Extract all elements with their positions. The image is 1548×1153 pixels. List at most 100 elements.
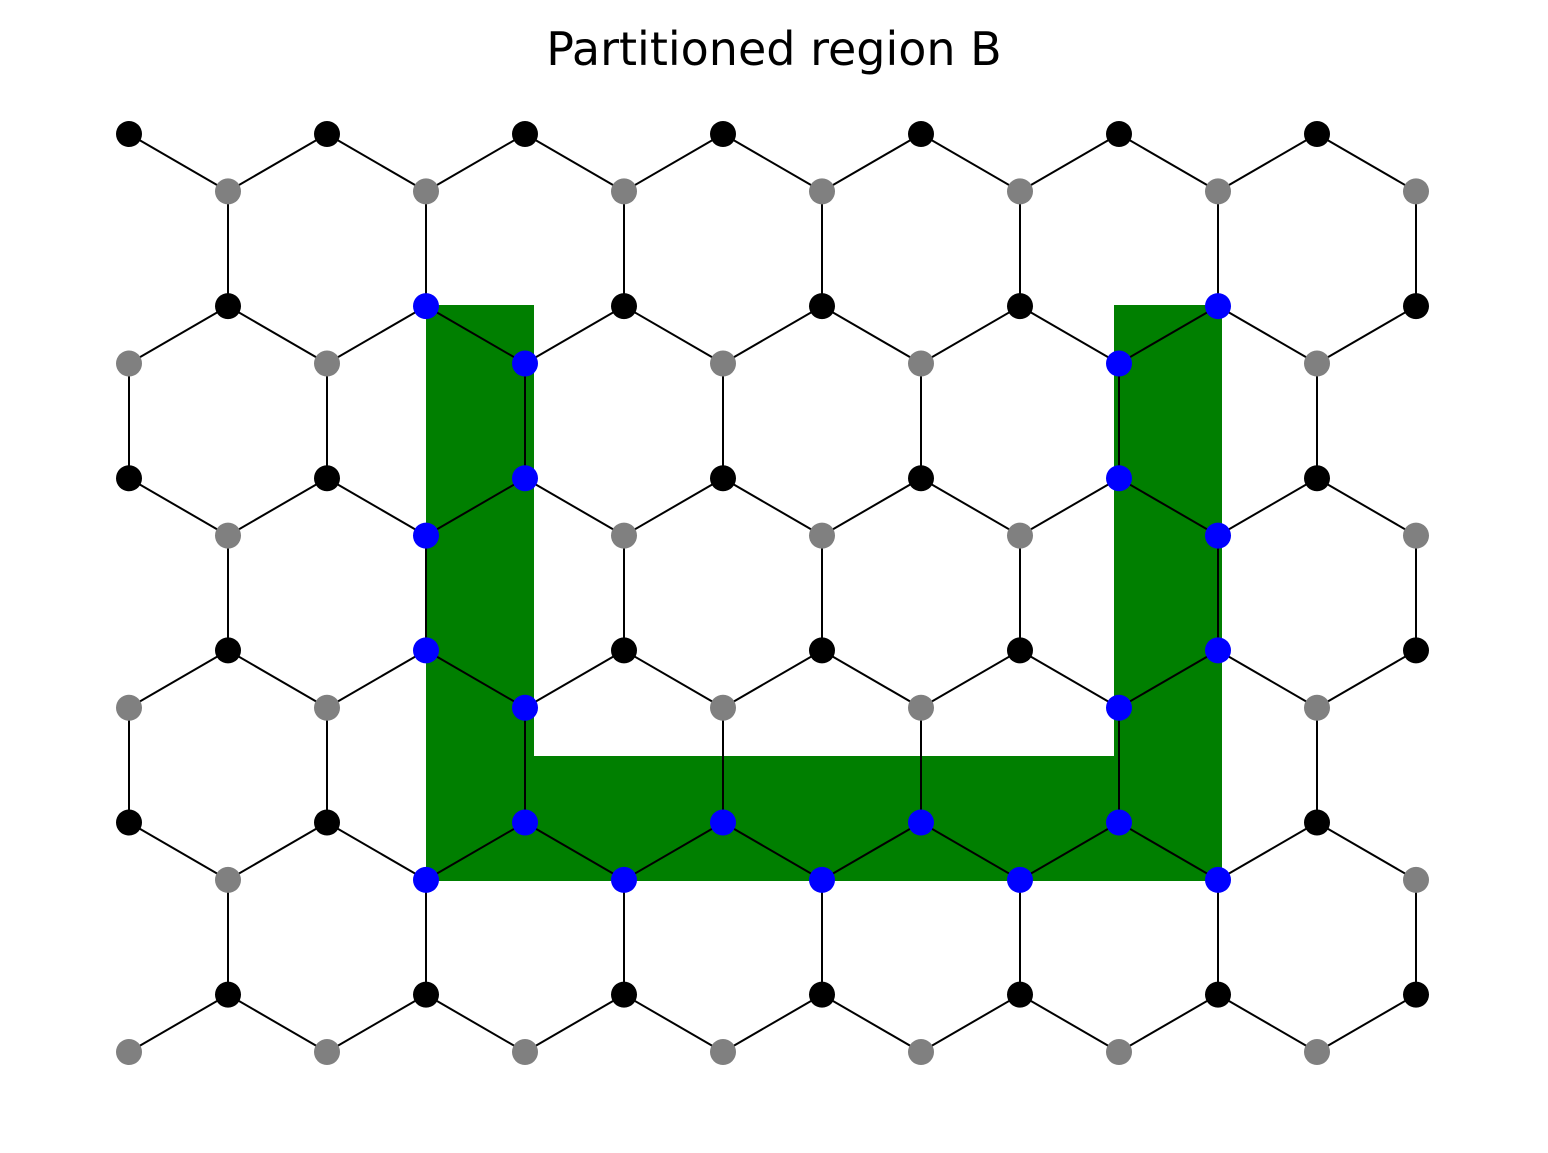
lattice-node-a (1106, 121, 1132, 147)
lattice-node-b (908, 350, 934, 377)
lattice-edge (1217, 477, 1318, 537)
boundary-node (413, 866, 439, 893)
lattice-edge (1019, 133, 1120, 193)
lattice-node-a (1403, 293, 1429, 320)
lattice-node-b (314, 1039, 340, 1065)
boundary-node (512, 809, 538, 836)
boundary-node (512, 465, 538, 492)
lattice-edge (722, 649, 823, 709)
lattice-edge (1316, 477, 1417, 537)
lattice-edge (227, 133, 328, 193)
lattice-edge (1316, 649, 1417, 709)
lattice-edge (821, 993, 922, 1053)
lattice-edge (326, 649, 427, 709)
lattice-node-b (512, 1039, 538, 1065)
lattice-node-b (908, 1039, 934, 1065)
lattice-node-b (1403, 866, 1429, 893)
lattice-edge (623, 649, 724, 709)
lattice-node-a (809, 981, 835, 1008)
lattice-edge (326, 821, 427, 881)
lattice-edge (326, 305, 427, 365)
lattice-edge (128, 133, 229, 193)
lattice-edge (227, 649, 328, 709)
lattice-edge (1118, 133, 1219, 193)
lattice-edge (326, 477, 427, 537)
lattice-node-b (314, 350, 340, 377)
lattice-node-b (1205, 178, 1231, 205)
boundary-node (413, 522, 439, 549)
lattice-edge (227, 305, 328, 365)
lattice-node-b (116, 1039, 142, 1065)
lattice-node-b (611, 522, 637, 549)
lattice-edge (326, 993, 427, 1053)
boundary-node (1205, 293, 1231, 320)
lattice-edge (623, 305, 724, 365)
boundary-node (1106, 809, 1132, 836)
lattice-node-a (314, 465, 340, 492)
lattice-edge (524, 649, 625, 709)
lattice-edge (821, 477, 922, 537)
lattice-node-b (809, 178, 835, 205)
lattice-node-a (1007, 637, 1033, 664)
lattice-node-a (710, 465, 736, 492)
lattice-edge (128, 821, 229, 881)
lattice-edge (1217, 993, 1318, 1053)
lattice-edge (623, 821, 724, 881)
boundary-node (809, 866, 835, 893)
lattice-node-b (215, 178, 241, 205)
lattice-node-a (215, 981, 241, 1008)
region-b-area (426, 305, 1222, 881)
lattice-node-a (413, 981, 439, 1008)
lattice-node-a (116, 465, 142, 492)
lattice-edge (524, 477, 625, 537)
lattice-edge (524, 821, 625, 881)
lattice-edge (1217, 133, 1318, 193)
lattice-edge (326, 133, 427, 193)
lattice-edge (623, 133, 724, 193)
lattice-edge (821, 649, 922, 709)
lattice-node-a (1304, 121, 1330, 147)
lattice-edge (722, 305, 823, 365)
lattice-edge (920, 305, 1021, 365)
boundary-node (908, 809, 934, 836)
lattice-edge (821, 821, 922, 881)
lattice-edge (425, 133, 526, 193)
lattice-node-a (809, 293, 835, 320)
lattice-edge (1217, 649, 1318, 709)
lattice-node-b (710, 694, 736, 721)
lattice-edge (722, 477, 823, 537)
lattice-edge (128, 649, 229, 709)
lattice-edge (920, 821, 1021, 881)
lattice-edge (1316, 305, 1417, 365)
lattice-node-a (116, 809, 142, 836)
lattice-edge (1316, 993, 1417, 1053)
lattice-edge (920, 649, 1021, 709)
lattice-edge (227, 821, 328, 881)
node-layer (116, 121, 1429, 1065)
boundary-node (1106, 694, 1132, 721)
lattice-edge (524, 993, 625, 1053)
lattice-node-b (1304, 694, 1330, 721)
boundary-node (1106, 350, 1132, 377)
lattice-edge (623, 477, 724, 537)
boundary-node (1007, 866, 1033, 893)
lattice-edge (1217, 305, 1318, 365)
lattice-node-a (116, 121, 142, 147)
lattice-node-b (710, 350, 736, 377)
lattice-node-b (215, 522, 241, 549)
lattice-node-a (908, 465, 934, 492)
lattice-node-b (809, 522, 835, 549)
boundary-node (710, 809, 736, 836)
lattice-node-a (710, 121, 736, 147)
lattice-node-b (1007, 522, 1033, 549)
lattice-node-a (1403, 637, 1429, 664)
lattice-edge (128, 993, 229, 1053)
boundary-node (1106, 465, 1132, 492)
edge-layer (128, 133, 1417, 1053)
lattice-edge (128, 477, 229, 537)
boundary-node (1205, 637, 1231, 664)
lattice-node-b (1007, 178, 1033, 205)
lattice-edge (425, 993, 526, 1053)
lattice-edge (920, 993, 1021, 1053)
boundary-node (413, 293, 439, 320)
